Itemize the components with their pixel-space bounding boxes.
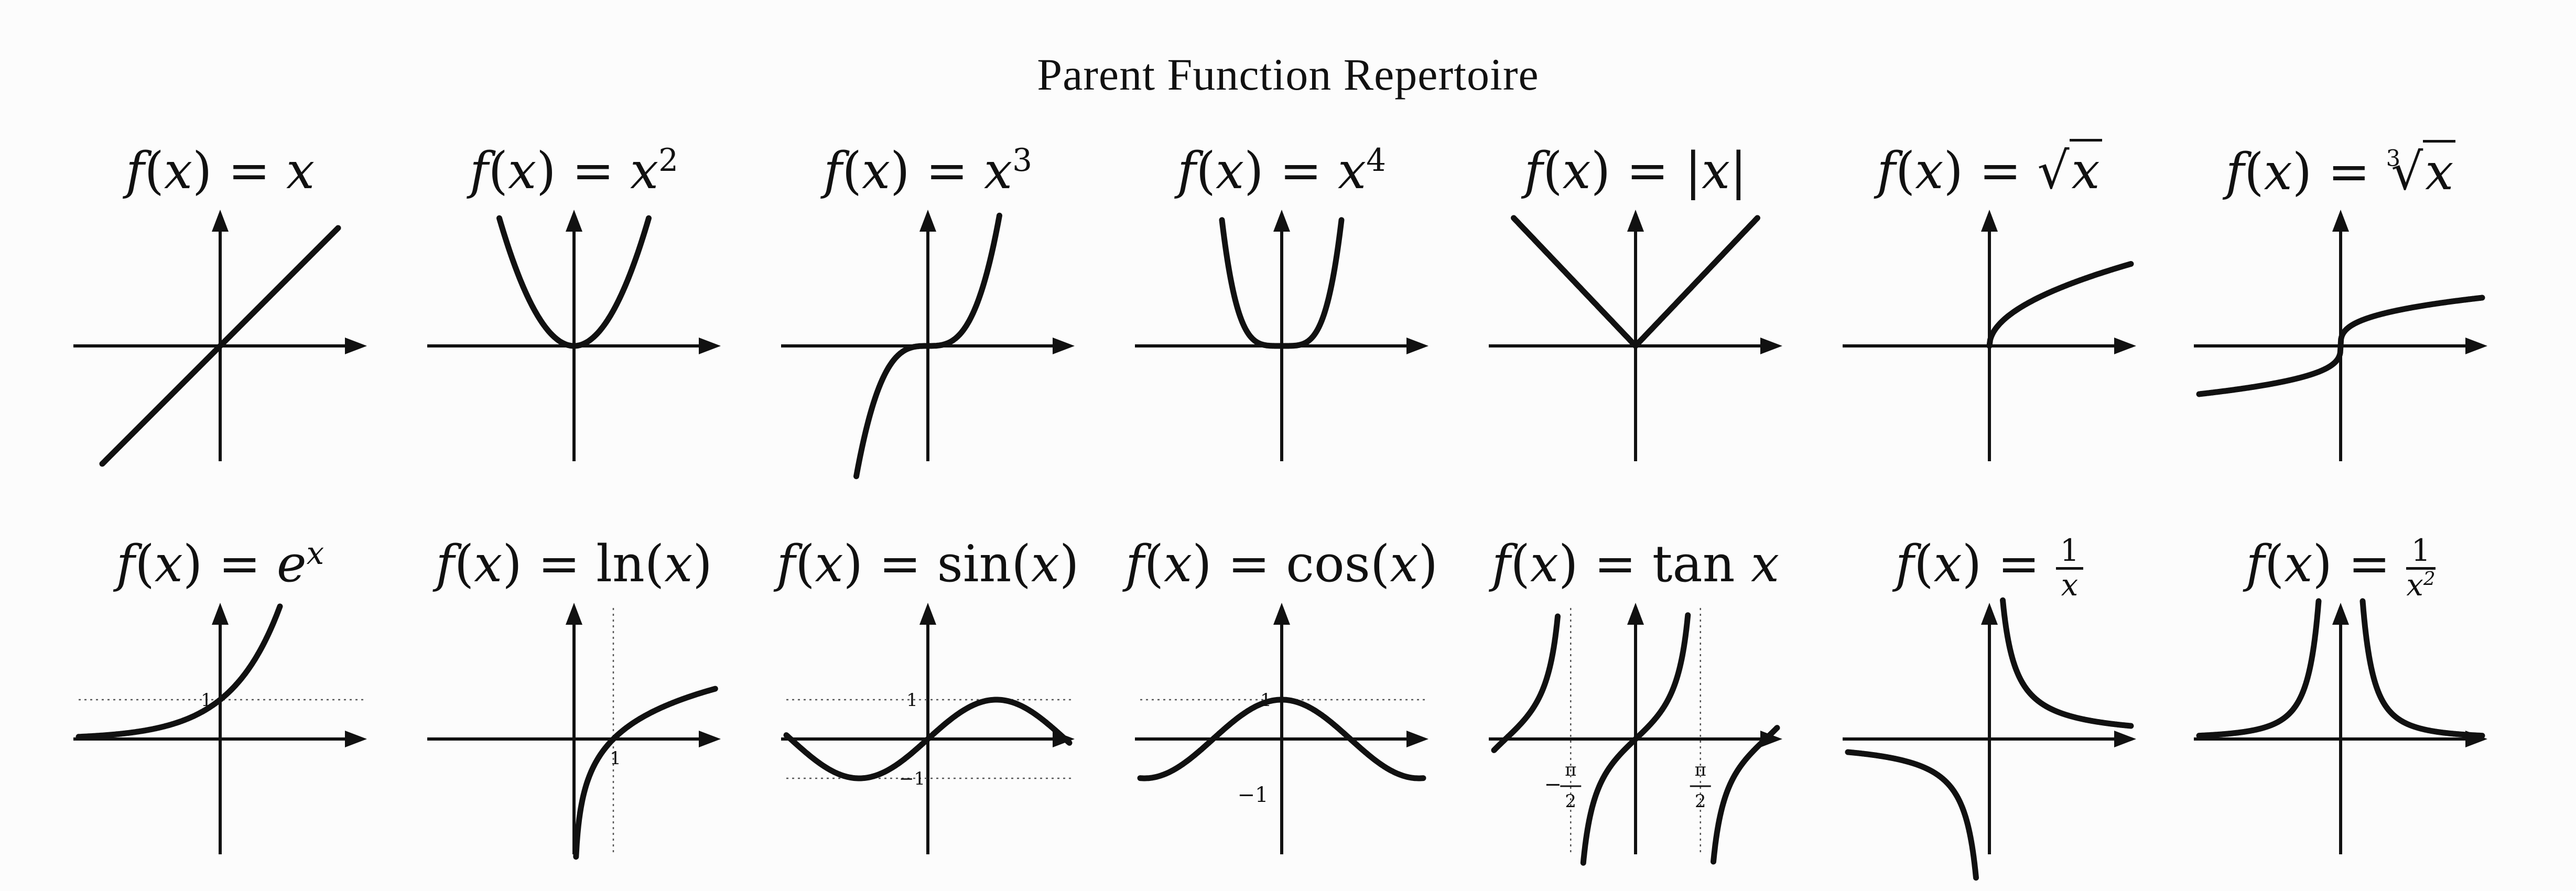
curve-identity	[99, 225, 341, 467]
x-axis-arrow	[1053, 338, 1075, 354]
x-axis-arrow	[1406, 731, 1428, 747]
function-panel-cos: f(x) = cos(x) 1 −1	[1103, 535, 1460, 870]
function-label: f(x) = x4	[1177, 142, 1387, 200]
tick-label-one: 1	[1260, 690, 1272, 711]
y-axis-arrow	[919, 210, 936, 232]
function-label: f(x) = 3√x	[2162, 140, 2519, 201]
x-axis-arrow	[345, 338, 367, 354]
function-panel-identity: f(x) = x	[42, 142, 398, 477]
function-label: f(x) = |x|	[1524, 142, 1747, 200]
tick-label-one: 1	[906, 690, 918, 711]
curve-tan-right	[1711, 725, 1780, 865]
x-axis-arrow	[699, 338, 721, 354]
curve-cbrt	[2196, 295, 2485, 397]
function-graph	[427, 210, 721, 461]
function-graph	[1489, 210, 1782, 461]
y-axis-arrow	[1273, 603, 1290, 625]
y-axis-arrow	[2332, 210, 2349, 232]
function-label: f(x) = 1 x2	[2246, 533, 2436, 603]
function-panel-cbrt: f(x) = 3√x	[2162, 140, 2519, 477]
curve-reciprocal-left	[1845, 749, 1979, 881]
tick-label-two: 2	[1695, 791, 1706, 812]
function-panel-sqrt: f(x) = √x	[1811, 139, 2168, 477]
curve-inv-square-left	[2196, 598, 2322, 739]
y-axis-arrow	[212, 603, 229, 625]
curve-cos	[1137, 697, 1426, 781]
y-axis-arrow	[1627, 210, 1644, 232]
curve-square	[496, 215, 652, 349]
tick-label-pi: π	[1565, 759, 1576, 780]
function-panel-sin: f(x) = sin(x) 1 −1	[750, 535, 1106, 870]
function-panel-cube: f(x) = x3	[750, 142, 1106, 480]
function-graph	[1843, 597, 2136, 881]
x-axis-arrow	[2114, 731, 2136, 747]
y-axis-arrow	[566, 210, 582, 232]
curve-tan-center	[1580, 612, 1691, 866]
function-panel-square: f(x) = x2	[396, 142, 752, 477]
function-graph	[73, 210, 367, 467]
curve-cube	[853, 212, 1002, 480]
curve-sin	[783, 697, 1073, 781]
function-label: f(x) = sin(x)	[776, 535, 1079, 593]
function-label: f(x) = ex	[116, 535, 324, 593]
function-graph	[2194, 210, 2487, 461]
function-panel-exp: f(x) = ex 1	[42, 535, 398, 870]
page-title: Parent Function Repertoire	[1037, 49, 1539, 100]
x-axis-arrow	[345, 731, 367, 747]
function-graph	[1135, 210, 1428, 461]
function-label: f(x) = √x	[1811, 139, 2168, 200]
function-graph	[1843, 210, 2136, 461]
curve-reciprocal-right	[2000, 597, 2134, 729]
curve-exp	[75, 603, 283, 740]
y-axis-arrow	[919, 603, 936, 625]
function-panel-inv-square: f(x) = 1 x2	[2162, 535, 2519, 870]
x-axis-arrow	[1760, 338, 1782, 354]
y-axis-arrow	[1273, 210, 1290, 232]
x-axis-arrow	[2465, 338, 2487, 354]
y-axis-arrow	[566, 603, 582, 625]
tick-label-pi: π	[1695, 759, 1706, 780]
tick-label-one: 1	[201, 690, 212, 711]
function-label: f(x) = x2	[469, 142, 679, 200]
tick-label-neg-one: −1	[1238, 783, 1269, 807]
function-label: f(x) = ln(x)	[436, 535, 712, 593]
function-graph: 1 −1	[1135, 603, 1428, 854]
y-axis-arrow	[2332, 603, 2349, 625]
function-graph: 1	[73, 603, 367, 854]
function-panel-absolute: f(x) = |x|	[1457, 142, 1814, 477]
x-axis-arrow	[2114, 338, 2136, 354]
y-axis-arrow	[1627, 603, 1644, 625]
tick-label-one: 1	[610, 748, 621, 769]
y-axis-arrow	[1981, 210, 1998, 232]
function-panel-ln: f(x) = ln(x) 1	[396, 535, 752, 870]
tick-label-neg-sign: −	[1544, 773, 1562, 797]
curve-quartic	[1219, 217, 1345, 349]
y-axis-arrow	[1981, 603, 1998, 625]
tick-label-two: 2	[1565, 791, 1576, 812]
function-graph: 1 −1	[781, 603, 1075, 854]
function-graph: 1	[427, 603, 721, 860]
curve-ln	[573, 686, 718, 860]
curve-tan-left	[1491, 613, 1561, 753]
curve-sqrt	[1986, 261, 2134, 349]
x-axis-arrow	[1406, 338, 1428, 354]
curve-inv-square-right	[2359, 598, 2485, 739]
function-label: f(x) = tan x	[1491, 535, 1780, 593]
y-axis-arrow	[212, 210, 229, 232]
function-label: f(x) = cos(x)	[1125, 535, 1438, 593]
function-graph	[781, 210, 1075, 480]
function-graph	[2194, 598, 2487, 854]
x-axis-arrow	[699, 731, 721, 747]
curve-absolute	[1511, 215, 1760, 350]
function-panel-tan: f(x) = tan x − π 2 π 2	[1457, 535, 1814, 870]
function-panel-quartic: f(x) = x4	[1103, 142, 1460, 477]
function-label: f(x) = x3	[823, 142, 1033, 200]
tick-label-neg-one: −1	[899, 768, 925, 789]
function-label: f(x) = x	[125, 142, 315, 200]
